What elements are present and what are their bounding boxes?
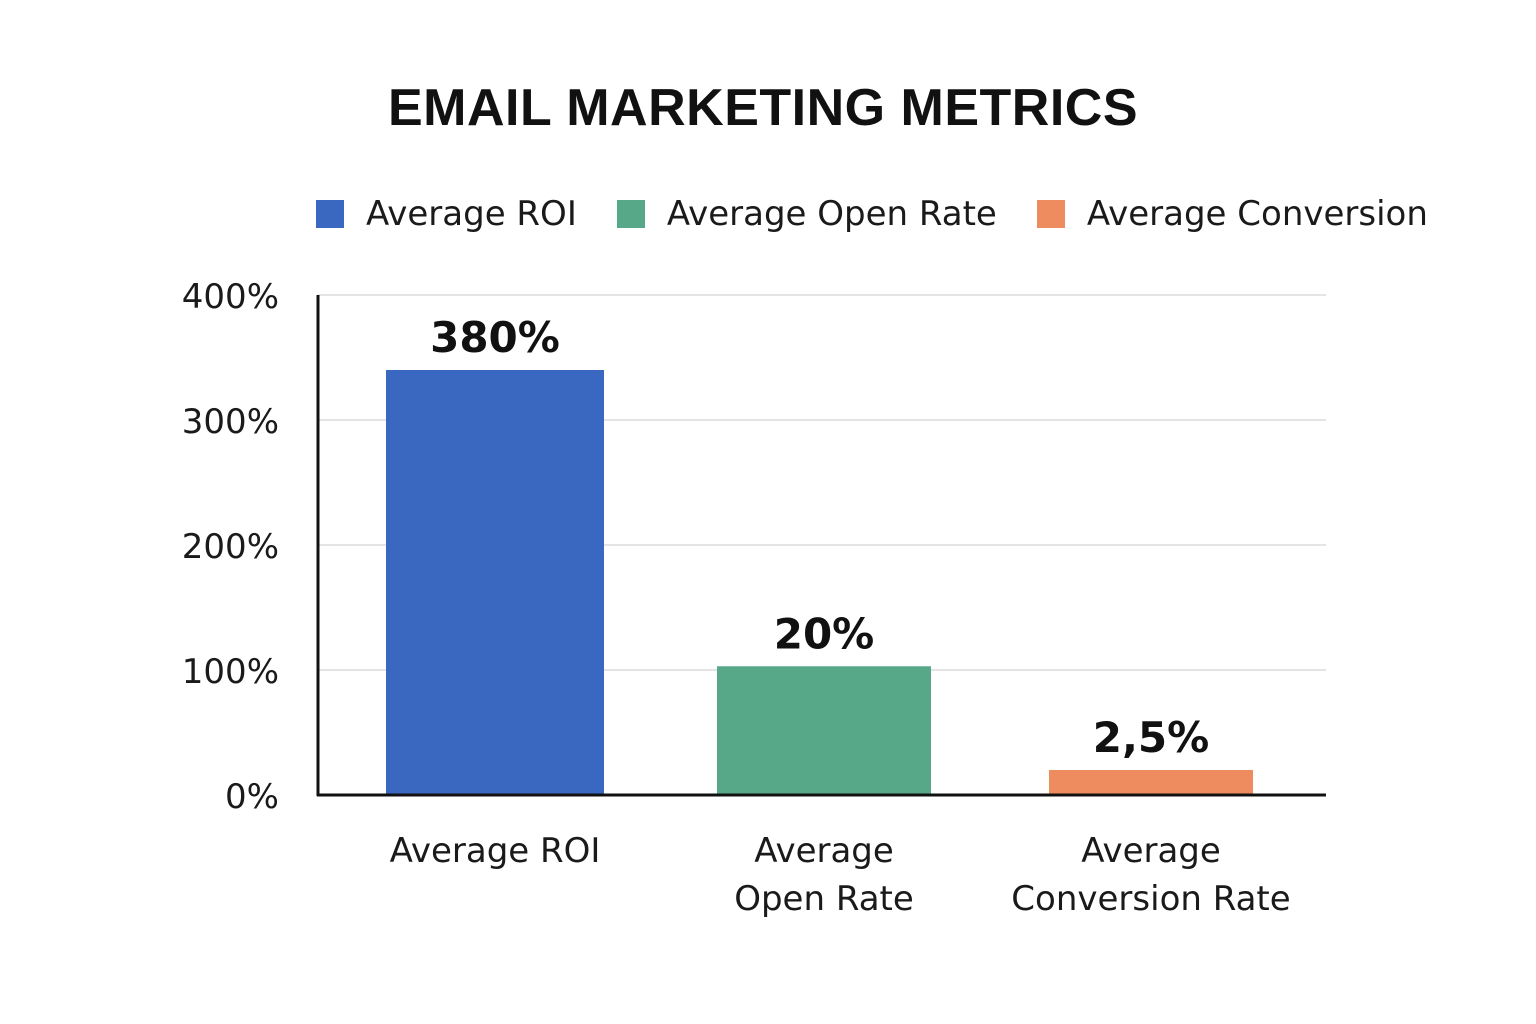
y-tick-label: 200% [182,527,279,567]
legend-swatch-conversion [1036,200,1065,228]
legend-swatch-open-rate [616,200,645,228]
legend-item-open-rate: Average Open Rate [616,194,997,234]
y-tick-label: 100% [182,652,279,692]
data-label: 20% [774,609,875,658]
legend-label-conversion: Average Conversion [1086,194,1428,234]
x-tick-label: Average ROI [390,831,601,871]
y-tick-label: 400% [182,277,279,317]
x-tick-label-line: Average [754,831,894,871]
x-tick-label: Average Conversion Rate [1011,831,1290,919]
chart-legend: Average ROI Average Open Rate Average Co… [316,194,1468,234]
y-tick-label: 300% [182,402,279,442]
x-tick-label-line: Average ROI [390,831,601,871]
legend-item-roi: Average ROI [316,194,577,234]
legend-label-open-rate: Average Open Rate [666,194,997,234]
legend-label-roi: Average ROI [366,194,577,234]
data-label: 2,5% [1093,713,1209,762]
bar [1049,770,1253,795]
bar [386,370,604,795]
x-tick-label-line: Open Rate [734,879,914,919]
chart-title: EMAIL MARKETING METRICS [387,79,1139,137]
data-label: 380% [430,313,560,362]
bar [717,666,931,795]
x-tick-label-line: Average [1081,831,1221,871]
x-tick-label-line: Conversion Rate [1011,879,1290,919]
y-tick-label: 0% [225,777,279,817]
legend-item-conversion: Average Conversion [1036,194,1428,234]
x-tick-label: Average Open Rate [734,831,914,919]
legend-swatch-roi [316,200,344,228]
